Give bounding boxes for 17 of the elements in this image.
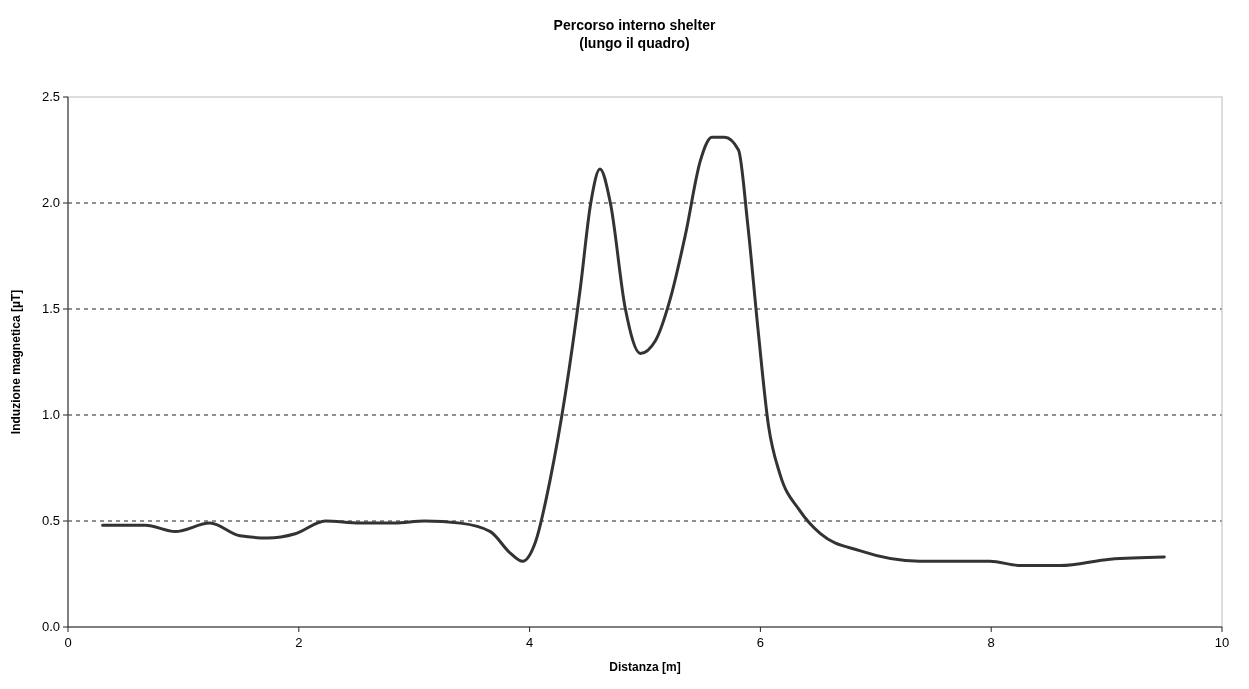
y-tick-label: 2.5: [41, 89, 60, 104]
y-tick-label: 0.5: [41, 513, 60, 528]
x-tick-label: 4: [525, 635, 534, 650]
y-axis-title: Induzione magnetica [µT]: [9, 289, 23, 435]
x-tick-label: 2: [295, 635, 303, 650]
y-tick-label: 1.0: [41, 407, 60, 422]
chart-title: Percorso interno shelter: [553, 17, 716, 33]
x-tick-label: 10: [1214, 635, 1230, 650]
y-tick-label: 0.0: [41, 619, 60, 634]
line-series: [101, 135, 1166, 568]
y-tick-label: 2.0: [41, 195, 60, 210]
chart-subtitle: (lungo il quadro): [579, 35, 690, 51]
x-axis-title: Distanza [m]: [609, 660, 681, 674]
y-tick-label: 1.5: [41, 301, 60, 316]
x-tick-label: 6: [756, 635, 765, 650]
x-tick-label: 0: [64, 635, 72, 650]
x-tick-label: 8: [987, 635, 995, 650]
